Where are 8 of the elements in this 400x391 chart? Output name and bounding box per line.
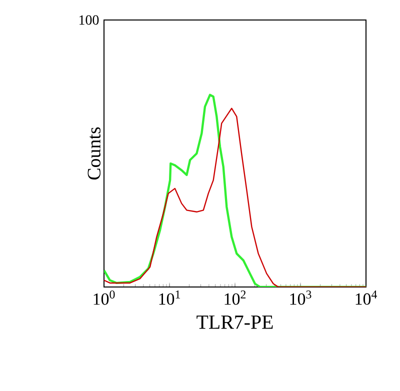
x-tick-label: 10$^{2}$	[224, 290, 246, 305]
x-tick-label: 10$^{3}$	[290, 290, 312, 305]
text: 100	[79, 15, 99, 25]
x-tick-label: 10$^{4}$	[356, 290, 377, 305]
x-tick-label: 10$^{1}$	[159, 290, 180, 305]
y-axis-title: Counts	[88, 127, 100, 180]
x-axis-title: TLR7-PE	[196, 316, 273, 329]
x-tick-label: 10$^{0}$	[94, 290, 115, 305]
